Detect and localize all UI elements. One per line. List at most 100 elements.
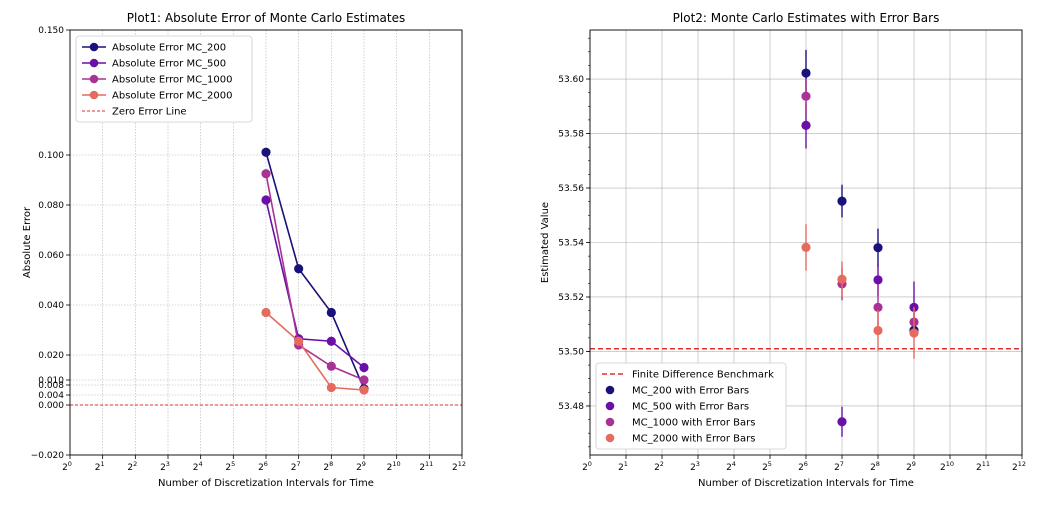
series-line [265,152,365,390]
legend-marker [89,42,99,52]
x-tick-label: 22 [127,460,137,473]
series-MC_2000 [801,224,919,359]
x-tick-label: 23 [160,460,170,473]
legend-label: Finite Difference Benchmark [632,370,774,381]
x-tick-label: 21 [618,460,628,473]
y-tick-label: 0.004 [38,391,64,401]
data-point [261,307,271,318]
legend-marker [605,417,615,427]
x-tick-label: 24 [726,460,736,473]
x-tick-label: 27 [834,460,844,473]
x-tick-label: 26 [258,460,268,473]
x-tick-label: 24 [193,460,203,473]
x-tick-label: 210 [387,460,401,473]
data-point [261,147,271,157]
legend-label: Zero Error Line [112,107,187,118]
legend: Finite Difference Benchmark MC_200 with E… [595,362,787,450]
data-point [326,336,336,346]
y-tick-label: 0.000 [38,401,64,411]
data-point [359,385,369,395]
series-MC_2000 [261,307,369,395]
x-tick-label: 29 [906,460,916,473]
x-axis: 20 21 22 23 24 25 26 27 28 29 210 211 212 [582,455,1026,473]
data-point [294,336,304,346]
y-tick-label: −0.020 [31,451,65,461]
legend-marker [605,401,615,411]
data-point [873,302,883,312]
legend-label: MC_200 with Error Bars [632,386,749,397]
data-point [801,68,811,78]
x-tick-label: 21 [95,460,105,473]
y-tick-label: 0.008 [38,381,64,391]
plot-title: Plot1: Absolute Error of Monte Carlo Est… [127,11,405,25]
y-axis-title: Estimated Value [540,202,551,283]
y-axis-title: Absolute Error [22,206,33,278]
series-MC_200 [801,49,919,336]
y-tick-label: 53.58 [558,130,584,140]
data-point [801,91,811,101]
x-tick-label: 211 [976,460,990,473]
series-MC_200 [261,147,369,394]
x-axis: 20 21 22 23 24 25 26 27 28 29 210 211 212 [62,455,466,473]
x-tick-label: 210 [940,460,954,473]
y-tick-label: 53.48 [558,402,584,412]
y-tick-label: 0.040 [38,301,64,311]
legend: Absolute Error MC_200 Absolute Error MC_5… [75,35,253,123]
x-tick-label: 23 [690,460,700,473]
data-point [294,264,304,274]
y-tick-label: 0.150 [38,26,64,36]
y-tick-label: 53.56 [558,184,584,194]
series-MC_500 [261,195,369,373]
legend-label: Absolute Error MC_200 [112,43,226,54]
data-point [837,274,847,284]
data-point [326,307,336,318]
chart-estimates-error-bars: 20 21 22 23 24 25 26 27 28 29 210 211 21253.4853.505… [540,11,1026,489]
data-point [909,328,919,338]
y-tick-label: 0.010 [38,376,64,386]
data-point [261,195,271,205]
data-point [837,196,847,206]
legend-marker [605,433,615,443]
data-point [326,361,336,371]
x-tick-label: 28 [323,460,333,473]
data-point [873,243,883,253]
y-tick-label: 53.60 [558,75,584,85]
legend-marker [89,74,99,84]
y-tick-label: 53.54 [558,239,584,249]
x-tick-label: 26 [798,460,808,473]
x-axis-title: Number of Discretization Intervals for T… [158,478,374,489]
y-tick-label: 0.080 [38,201,64,211]
legend-label: MC_500 with Error Bars [632,402,749,413]
legend-label: MC_1000 with Error Bars [632,418,756,429]
plot-title: Plot2: Monte Carlo Estimates with Error … [673,11,940,25]
legend-box [595,362,787,450]
legend-marker [89,90,99,100]
series-line [265,311,365,391]
x-tick-label: 211 [419,460,433,473]
x-tick-label: 29 [356,460,366,473]
x-tick-label: 28 [870,460,880,473]
x-tick-label: 25 [225,460,235,473]
data-point [873,325,883,336]
data-point [801,242,811,253]
x-tick-label: 20 [582,460,592,473]
y-tick-label: 53.52 [558,293,584,303]
data-point [359,362,369,373]
x-tick-label: 22 [654,460,664,473]
x-tick-label: 212 [452,460,466,473]
legend-label: Absolute Error MC_1000 [112,75,233,86]
chart-absolute-error: 20 21 22 23 24 25 26 27 28 29 210 211 212 −0.020 0.000… [22,11,466,489]
y-tick-label: 0.100 [38,151,64,161]
y-tick-label: 0.060 [38,251,64,261]
y-axis: 53.48 53.50 53.52 53.54 53.56 53.58 53.60 [558,37,590,448]
data-point [261,169,271,179]
y-tick-label: 0.020 [38,351,64,361]
data-point [359,375,369,385]
series-line [265,173,365,381]
legend-marker [89,58,99,68]
x-tick-label: 20 [62,460,72,473]
data-point [837,417,847,427]
x-tick-label: 25 [762,460,772,473]
legend-label: MC_2000 with Error Bars [632,434,756,445]
